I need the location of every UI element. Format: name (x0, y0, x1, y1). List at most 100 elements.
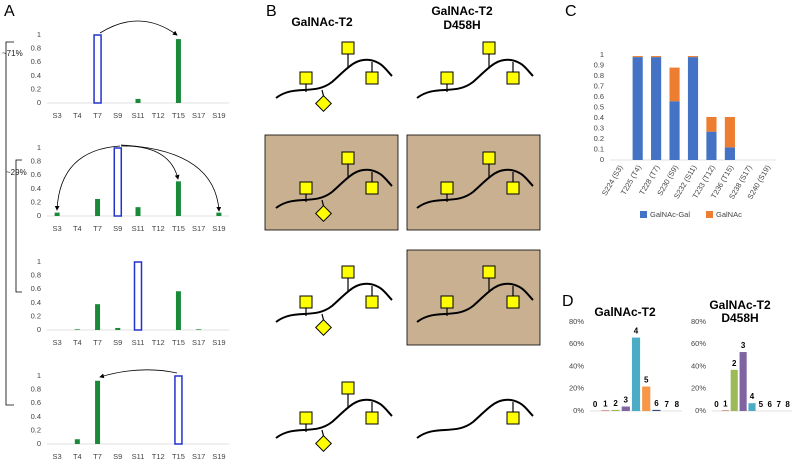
bar-segment (724, 147, 735, 160)
y-tick-label: 0.6 (31, 57, 41, 66)
y-tick-label: 0 (37, 439, 41, 448)
x-tick-label: S19 (212, 224, 225, 233)
x-tick-label: S3 (53, 338, 62, 347)
x-tick-label: T15 (172, 111, 185, 120)
chart-title: GalNAc-T2 (709, 298, 771, 312)
data-label: 0 (714, 400, 719, 409)
data-label: 7 (664, 400, 669, 409)
column-header: D458H (443, 18, 480, 32)
x-tick-label: T12 (152, 338, 165, 347)
y-tick-label: 20% (569, 384, 584, 393)
data-label: 3 (624, 396, 629, 405)
glycopeptides (276, 42, 533, 451)
y-tick-label: 0.4 (594, 113, 604, 122)
y-tick-label: 0.4 (31, 412, 41, 421)
y-tick-label: 80% (569, 317, 584, 326)
x-tick-label: S17 (192, 111, 205, 120)
y-tick-label: 0.8 (594, 71, 604, 80)
bar (748, 403, 756, 411)
y-tick-label: 1 (37, 143, 41, 152)
bar (216, 212, 222, 216)
y-tick-label: 0.4 (31, 71, 41, 80)
bar (135, 98, 141, 103)
bar (175, 39, 181, 103)
bar (621, 406, 630, 411)
bar-segment (687, 57, 699, 160)
x-tick-label: T15 (172, 452, 185, 459)
x-tick-label: S17 (192, 452, 205, 459)
x-tick-label: S11 (132, 111, 145, 120)
brackets (5, 41, 22, 406)
x-tick-label: S9 (113, 452, 122, 459)
bar (196, 329, 202, 330)
x-tick-label: T12 (152, 111, 165, 120)
bar (135, 207, 141, 216)
x-tick-label: T4 (73, 224, 82, 233)
substrate-outline (93, 34, 102, 104)
bar (642, 386, 651, 411)
legend-swatch (640, 211, 647, 218)
data-label: 7 (776, 400, 781, 409)
bar (652, 409, 661, 411)
y-tick-label: 0.3 (594, 123, 604, 132)
y-tick-label: 0.6 (31, 284, 41, 293)
bar (74, 439, 80, 444)
x-tick-label: S17 (192, 338, 205, 347)
chart-title: GalNAc-T2 (594, 305, 656, 319)
bar-segment (687, 56, 699, 58)
x-tick-label: S11 (132, 452, 145, 459)
data-label: 1 (603, 399, 608, 408)
bar (721, 410, 729, 411)
data-label: 0 (593, 400, 598, 409)
y-tick-label: 20% (691, 384, 706, 393)
y-tick-label: 1 (37, 371, 41, 380)
bar (631, 337, 641, 411)
data-label: 6 (768, 400, 773, 409)
bar-segment (724, 116, 735, 148)
data-label: 4 (634, 327, 639, 336)
column-header: GalNAc-T2 (291, 15, 353, 29)
y-tick-label: 0.6 (594, 92, 604, 101)
y-tick-label: 0.2 (594, 134, 604, 143)
y-tick-label: 0 (37, 98, 41, 107)
bar-segment (706, 116, 717, 132)
bar-segment (632, 57, 643, 160)
y-tick-label: 0.6 (31, 170, 41, 179)
x-tick-label: T7 (93, 452, 102, 459)
y-tick-label: 0.2 (31, 84, 41, 93)
bar (74, 329, 80, 330)
y-tick-label: 0.7 (594, 81, 604, 90)
bar-segment (651, 57, 662, 160)
transfer-arrows (54, 20, 222, 379)
legend-label: GalNAc-Gal (650, 210, 690, 219)
legend-label: GalNAc (716, 210, 742, 219)
data-label: 2 (732, 359, 737, 368)
y-tick-label: 80% (691, 317, 706, 326)
x-tick-label: T15 (172, 224, 185, 233)
panel-label: C (565, 3, 577, 20)
x-tick-label: T4 (73, 111, 82, 120)
y-tick-label: 0.9 (594, 60, 604, 69)
data-label: 2 (613, 399, 618, 408)
annotation: ~71% (2, 49, 23, 58)
x-tick-label: T7 (93, 111, 102, 120)
bar (95, 304, 101, 330)
x-tick-label: T12 (152, 452, 165, 459)
x-tick-label: S19 (212, 338, 225, 347)
x-tick-label: S19 (212, 111, 225, 120)
y-tick-label: 0.4 (31, 184, 41, 193)
data-label: 5 (644, 376, 649, 385)
data-label: 4 (750, 392, 755, 401)
bar-segment (706, 131, 717, 160)
column-header: GalNAc-T2 (431, 4, 493, 18)
x-tick-label: S3 (53, 452, 62, 459)
x-tick-label: T12 (152, 224, 165, 233)
y-tick-label: 0.5 (594, 102, 604, 111)
y-tick-label: 1 (37, 30, 41, 39)
bar-segment (669, 101, 680, 160)
x-tick-label: S17 (192, 224, 205, 233)
bar (601, 410, 610, 411)
x-tick-label: S9 (113, 111, 122, 120)
bar-segment (632, 56, 643, 58)
